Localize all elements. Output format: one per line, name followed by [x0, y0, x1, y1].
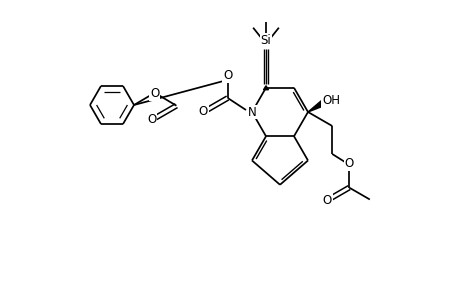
Text: O: O	[344, 157, 353, 170]
Text: O: O	[322, 194, 331, 207]
Text: O: O	[147, 113, 156, 126]
Text: N: N	[247, 106, 256, 118]
Text: OH: OH	[322, 94, 340, 107]
Text: O: O	[223, 69, 232, 82]
Polygon shape	[308, 100, 324, 112]
Polygon shape	[263, 86, 268, 90]
Text: Si: Si	[260, 34, 271, 47]
Text: O: O	[198, 105, 207, 119]
Text: O: O	[150, 87, 159, 100]
